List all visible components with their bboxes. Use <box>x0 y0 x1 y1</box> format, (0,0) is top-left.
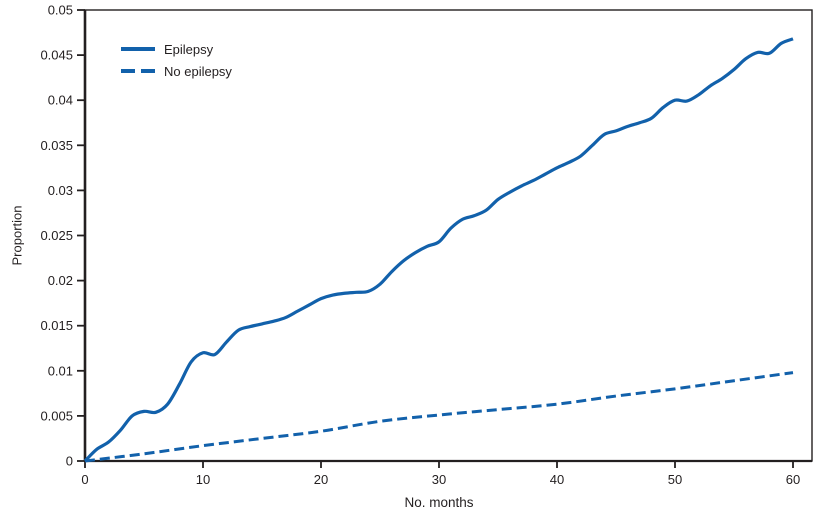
x-axis-title: No. months <box>404 495 474 510</box>
y-tick-label: 0.05 <box>48 3 73 18</box>
x-tick-label: 20 <box>314 472 328 487</box>
x-tick-label: 60 <box>786 472 800 487</box>
x-tick-label: 50 <box>668 472 682 487</box>
x-tick-label: 0 <box>81 472 88 487</box>
x-tick-label: 30 <box>432 472 446 487</box>
dash-segment <box>141 69 155 73</box>
dash-segment <box>121 69 135 73</box>
y-tick-label: 0.005 <box>40 408 73 423</box>
y-tick-label: 0.01 <box>48 363 73 378</box>
y-tick-label: 0.015 <box>40 318 73 333</box>
y-tick-label: 0.045 <box>40 48 73 63</box>
legend: Epilepsy No epilepsy <box>121 38 232 82</box>
x-tick-label: 10 <box>196 472 210 487</box>
y-tick-label: 0.035 <box>40 138 73 153</box>
x-tick-label: 40 <box>550 472 564 487</box>
solid-line-swatch <box>121 47 155 51</box>
y-tick-label: 0 <box>66 454 73 469</box>
dashed-line-swatch <box>121 69 155 73</box>
y-tick-label: 0.04 <box>48 93 73 108</box>
legend-label-no-epilepsy: No epilepsy <box>164 63 232 79</box>
epilepsy-line <box>83 37 794 463</box>
y-tick-label: 0.025 <box>40 228 73 243</box>
legend-label-epilepsy: Epilepsy <box>164 41 214 57</box>
legend-item-epilepsy: Epilepsy <box>121 38 232 60</box>
no-epilepsy-line <box>84 371 794 463</box>
y-axis-title: Proportion <box>9 205 25 266</box>
y-tick-label: 0.03 <box>48 183 73 198</box>
legend-item-no-epilepsy: No epilepsy <box>121 60 232 82</box>
y-tick-label: 0.02 <box>48 273 73 288</box>
